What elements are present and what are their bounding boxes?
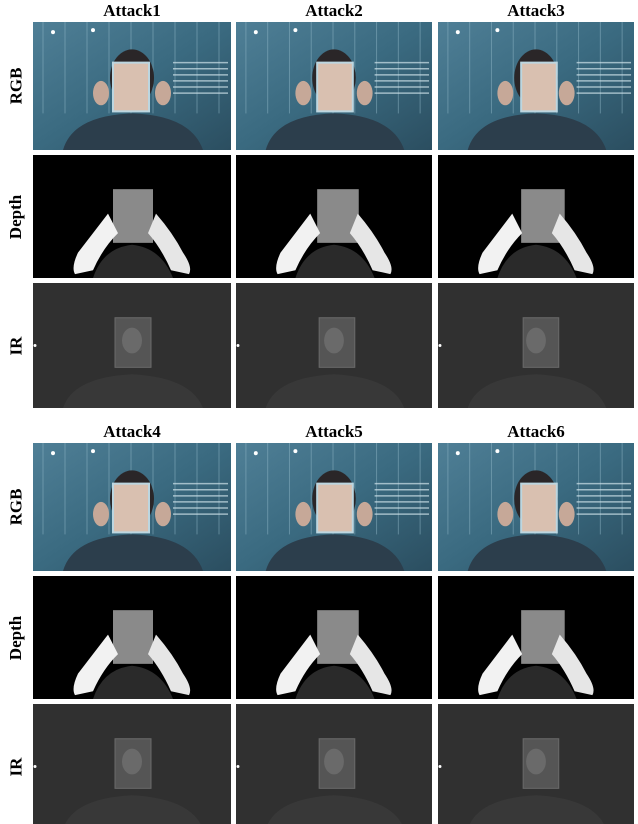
image-panel xyxy=(33,283,231,408)
image-panel xyxy=(438,22,634,150)
column-title: Attack3 xyxy=(507,1,565,20)
image-panel xyxy=(236,22,432,150)
row-label-text: RGB xyxy=(6,67,25,105)
column-title: Attack5 xyxy=(305,422,363,441)
image-panel xyxy=(236,704,432,824)
image-panel xyxy=(438,155,634,278)
row-label-text: Depth xyxy=(6,194,25,239)
row-label: Depth xyxy=(1,155,31,278)
image-panel xyxy=(33,576,231,699)
row-label: IR xyxy=(1,704,31,824)
image-panel xyxy=(33,22,231,150)
column-title: Attack2 xyxy=(305,1,363,20)
image-panel xyxy=(236,576,432,699)
image-panel xyxy=(236,283,432,408)
row-label: RGB xyxy=(1,22,31,150)
row-label: Depth xyxy=(1,576,31,699)
image-panel xyxy=(33,155,231,278)
row-label-text: RGB xyxy=(6,488,25,526)
image-panel xyxy=(438,576,634,699)
row-label-text: Depth xyxy=(6,615,25,660)
row-label: IR xyxy=(1,283,31,408)
image-panel xyxy=(438,283,634,408)
image-panel xyxy=(236,155,432,278)
column-title: Attack6 xyxy=(507,422,565,441)
image-panel xyxy=(33,704,231,824)
image-panel xyxy=(33,443,231,571)
image-panel xyxy=(438,443,634,571)
row-label: RGB xyxy=(1,443,31,571)
row-label-text: IR xyxy=(6,336,25,355)
column-title: Attack1 xyxy=(103,1,161,20)
image-panel xyxy=(438,704,634,824)
row-label-text: IR xyxy=(6,757,25,776)
column-title: Attack4 xyxy=(103,422,161,441)
image-panel xyxy=(236,443,432,571)
